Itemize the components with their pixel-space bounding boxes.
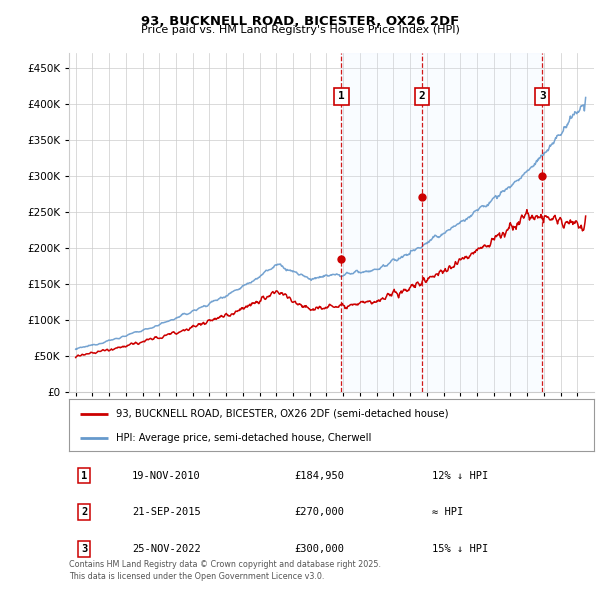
Text: 12% ↓ HPI: 12% ↓ HPI	[432, 471, 488, 480]
Text: 2: 2	[81, 507, 87, 517]
Text: Price paid vs. HM Land Registry's House Price Index (HPI): Price paid vs. HM Land Registry's House …	[140, 25, 460, 35]
Text: 25-NOV-2022: 25-NOV-2022	[132, 544, 201, 553]
Text: £300,000: £300,000	[294, 544, 344, 553]
Text: 19-NOV-2010: 19-NOV-2010	[132, 471, 201, 480]
Text: 1: 1	[338, 91, 344, 101]
Text: £184,950: £184,950	[294, 471, 344, 480]
Text: Contains HM Land Registry data © Crown copyright and database right 2025.
This d: Contains HM Land Registry data © Crown c…	[69, 560, 381, 581]
Bar	[341, 53, 542, 392]
Text: 21-SEP-2015: 21-SEP-2015	[132, 507, 201, 517]
Text: ≈ HPI: ≈ HPI	[432, 507, 463, 517]
Text: 3: 3	[81, 544, 87, 553]
Text: 93, BUCKNELL ROAD, BICESTER, OX26 2DF (semi-detached house): 93, BUCKNELL ROAD, BICESTER, OX26 2DF (s…	[116, 409, 449, 419]
Text: 15% ↓ HPI: 15% ↓ HPI	[432, 544, 488, 553]
Text: 3: 3	[539, 91, 545, 101]
Text: HPI: Average price, semi-detached house, Cherwell: HPI: Average price, semi-detached house,…	[116, 434, 371, 443]
Text: £270,000: £270,000	[294, 507, 344, 517]
Text: 93, BUCKNELL ROAD, BICESTER, OX26 2DF: 93, BUCKNELL ROAD, BICESTER, OX26 2DF	[141, 15, 459, 28]
Text: 2: 2	[419, 91, 425, 101]
Text: 1: 1	[81, 471, 87, 480]
